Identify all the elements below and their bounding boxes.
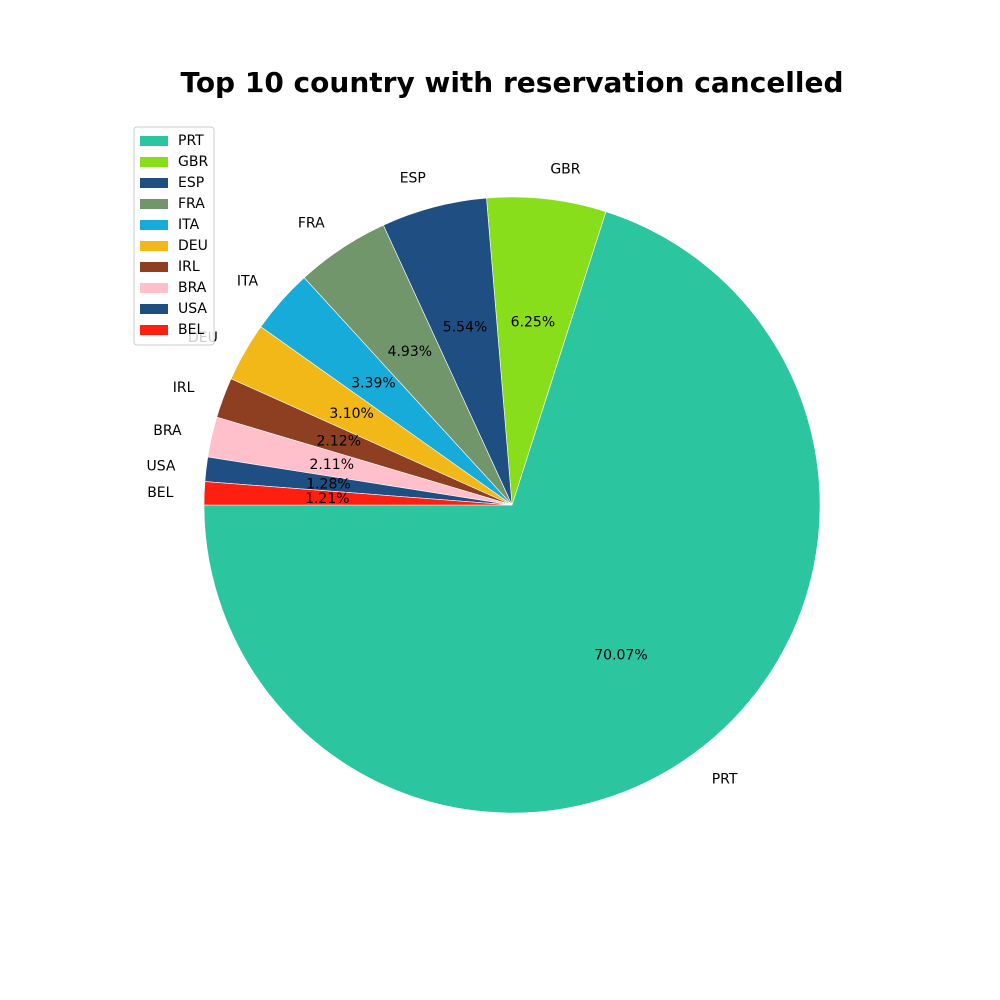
slice-percent-deu: 3.10%: [329, 406, 373, 422]
legend-label-bra: BRA: [178, 280, 207, 296]
legend-swatch-irl: [140, 262, 168, 272]
chart-title: Top 10 country with reservation cancelle…: [180, 66, 843, 99]
legend-swatch-ita: [140, 220, 168, 230]
slice-percent-irl: 2.12%: [317, 434, 361, 450]
pie-slice-gbr: [486, 196, 607, 506]
legend-swatch-bra: [140, 283, 168, 293]
legend-swatch-fra: [140, 199, 168, 209]
slice-percent-labels: 70.07% 6.25% 5.54% 4.93% 3.39% 3.10% 2.12% 2.11…: [305, 314, 648, 663]
slice-percent-fra: 4.93%: [388, 344, 432, 360]
pie-slice-bel: [203, 481, 513, 506]
legend-label-ita: ITA: [178, 217, 200, 233]
slice-percent-usa: 1.28%: [306, 477, 350, 493]
slice-label-usa: USA: [147, 459, 176, 475]
pie-slice-prt: [203, 211, 821, 814]
pie-slices: [203, 196, 821, 814]
legend-label-deu: DEU: [178, 238, 208, 254]
legend-label-bel: BEL: [178, 322, 204, 338]
legend-swatch-deu: [140, 241, 168, 251]
legend-label-esp: ESP: [178, 175, 204, 191]
slice-label-prt: PRT: [712, 772, 738, 788]
slice-label-irl: IRL: [173, 380, 195, 396]
legend-label-usa: USA: [178, 301, 207, 317]
slice-percent-bel: 1.21%: [305, 491, 349, 507]
legend-swatch-gbr: [140, 157, 168, 167]
legend-swatch-prt: [140, 136, 168, 146]
legend: PRT GBR ESP FRA ITA DEU IRL BRA USA BEL: [133, 126, 215, 346]
slice-label-esp: ESP: [400, 170, 426, 186]
slice-label-ita: ITA: [237, 274, 259, 290]
legend-swatch-usa: [140, 304, 168, 314]
slice-label-bel: BEL: [147, 485, 173, 501]
slice-percent-ita: 3.39%: [351, 376, 395, 392]
legend-label-fra: FRA: [178, 196, 205, 212]
legend-swatch-bel: [140, 325, 168, 335]
legend-swatch-esp: [140, 178, 168, 188]
legend-label-prt: PRT: [178, 133, 204, 149]
slice-label-fra: FRA: [298, 216, 325, 232]
slice-percent-esp: 5.54%: [443, 319, 487, 335]
slice-percent-prt: 70.07%: [594, 647, 647, 663]
legend-label-gbr: GBR: [178, 154, 208, 170]
slice-percent-bra: 2.11%: [310, 457, 354, 473]
slice-percent-gbr: 6.25%: [511, 314, 555, 330]
slice-label-gbr: GBR: [550, 161, 580, 177]
legend-label-irl: IRL: [178, 259, 200, 275]
slice-label-bra: BRA: [153, 423, 182, 439]
